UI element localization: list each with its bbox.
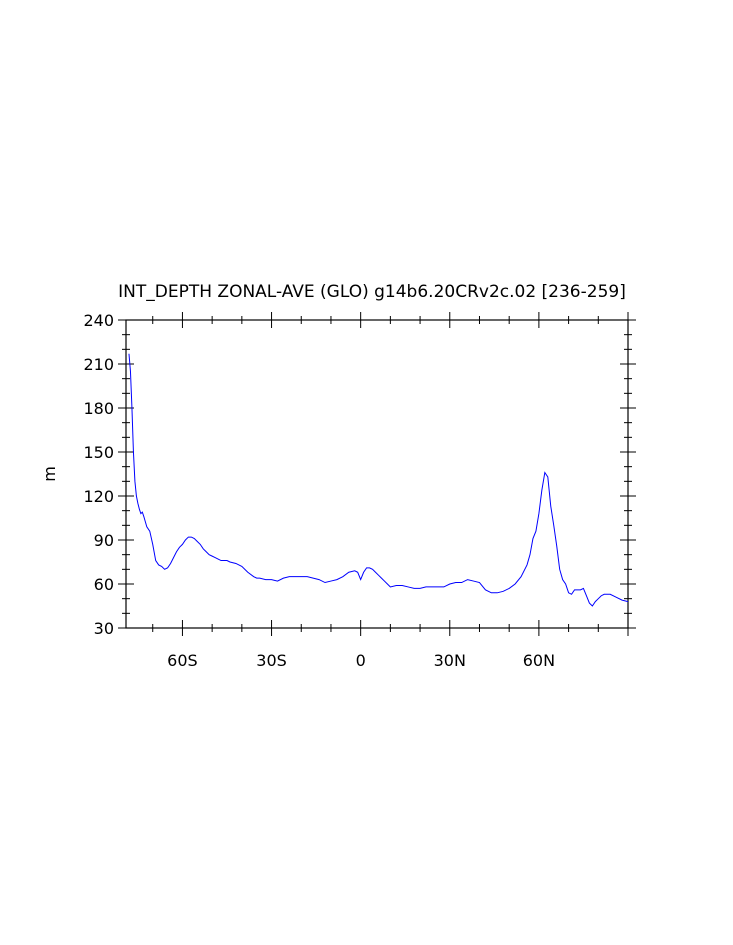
y-tick-label: 240 xyxy=(83,311,114,330)
x-tick-label: 60N xyxy=(523,651,555,670)
y-tick-label: 120 xyxy=(83,487,114,506)
y-tick-label: 60 xyxy=(94,575,114,594)
y-tick-label: 90 xyxy=(94,531,114,550)
plot-frame xyxy=(125,319,629,629)
x-tick-label: 60S xyxy=(167,651,198,670)
y-tick-label: 30 xyxy=(94,619,114,638)
y-tick-label: 210 xyxy=(83,355,114,374)
series-line xyxy=(128,353,629,607)
x-tick-label: 30S xyxy=(256,651,287,670)
tick-labels-layer: 30 60 90 120 150 180 210 240 60S 30S 0 30N 60N xyxy=(83,311,555,670)
ticks-layer xyxy=(118,312,636,636)
y-tick-label: 150 xyxy=(83,443,114,462)
y-axis-label: m xyxy=(40,466,59,482)
x-tick-label: 30N xyxy=(434,651,466,670)
chart-title: INT_DEPTH ZONAL-AVE (GLO) g14b6.20CRv2c.… xyxy=(118,282,626,302)
x-tick-label: 0 xyxy=(356,651,366,670)
y-tick-label: 180 xyxy=(83,399,114,418)
